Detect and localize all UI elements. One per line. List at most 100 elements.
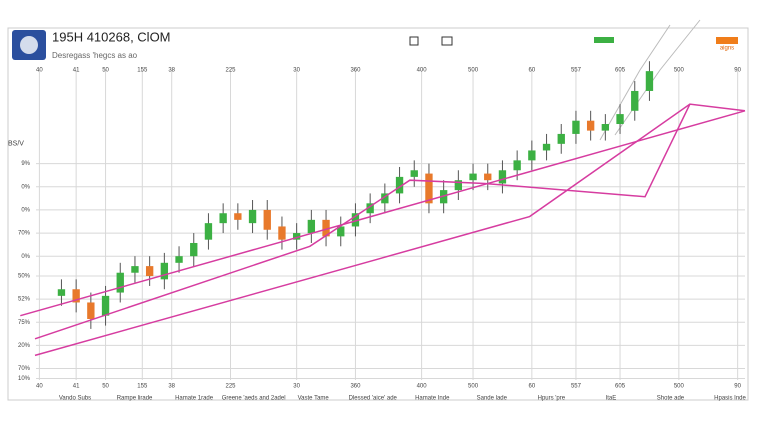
trend-line xyxy=(34,103,691,340)
x-tick-label: 50 xyxy=(102,68,109,74)
candle-body xyxy=(454,180,463,191)
x-tick-label: 40 xyxy=(36,68,43,74)
x-tick-label: 500 xyxy=(468,68,479,74)
candle-body xyxy=(219,213,227,224)
x-tick-label: 155 xyxy=(137,384,148,390)
candle-body xyxy=(116,272,124,293)
x-tick-label: 38 xyxy=(168,384,175,390)
candle-body xyxy=(381,193,389,204)
candle-body xyxy=(586,120,595,131)
category-label: Shote ade xyxy=(657,396,685,402)
y-tick-label: 10% xyxy=(18,376,31,382)
candle-body xyxy=(631,90,639,111)
candle-body xyxy=(87,302,95,319)
category-label: Hpurs 'pre xyxy=(538,396,566,402)
y-tick-label: 0% xyxy=(21,184,30,190)
candle-body xyxy=(175,256,183,263)
x-tick-label: 400 xyxy=(417,68,428,74)
title: 195H 410268, ClOM xyxy=(52,29,171,44)
candle-body xyxy=(542,143,551,151)
category-label: Greene 'aeds and 2adel xyxy=(222,396,286,402)
candle-body xyxy=(234,213,242,220)
candle-body xyxy=(248,209,257,224)
badge-text: aigns xyxy=(720,46,734,52)
candle-body xyxy=(72,289,80,303)
candle-body xyxy=(278,226,286,240)
x-tick-label: 225 xyxy=(225,68,236,74)
y-tick-label: 0% xyxy=(21,208,30,214)
candle-body xyxy=(410,170,418,177)
category-label: Dlessed 'aice' ade xyxy=(349,396,398,402)
candle-body xyxy=(292,233,301,240)
candle-body xyxy=(160,262,169,280)
x-tick-label: 225 xyxy=(225,384,236,390)
subtitle: Desregass 'hegcs as ao xyxy=(52,51,138,60)
logo-mark xyxy=(20,36,38,54)
decor-line xyxy=(599,19,701,141)
candle-body xyxy=(204,223,213,240)
x-tick-label: 500 xyxy=(674,384,685,390)
status-badge xyxy=(594,37,614,43)
x-tick-label: 38 xyxy=(168,68,175,74)
candle-body xyxy=(351,213,360,227)
candle-body xyxy=(425,173,433,204)
candle-body xyxy=(601,124,610,131)
candle-body xyxy=(528,150,536,161)
y-tick-label: 75% xyxy=(18,320,31,326)
x-tick-label: 500 xyxy=(468,384,479,390)
candle-body xyxy=(145,266,154,277)
y-tick-label: 0% xyxy=(21,254,30,260)
badge xyxy=(716,37,738,44)
x-tick-label: 360 xyxy=(350,384,361,390)
y-tick-label: 20% xyxy=(18,343,31,349)
candle-body xyxy=(645,71,654,91)
x-tick-label: 41 xyxy=(73,68,80,74)
x-tick-label: 40 xyxy=(36,384,43,390)
trend-line xyxy=(34,103,746,357)
category-label: Hamate 1rade xyxy=(175,396,214,402)
candle-body xyxy=(513,160,521,171)
category-label: ItaE xyxy=(606,396,617,402)
candle-body xyxy=(469,173,477,181)
candle-body xyxy=(190,242,198,257)
candle-body xyxy=(57,289,66,296)
candle-body xyxy=(395,176,404,194)
x-tick-label: 60 xyxy=(529,68,536,74)
x-tick-label: 30 xyxy=(293,384,300,390)
candle-body xyxy=(366,203,374,214)
y-tick-label: 52% xyxy=(18,297,31,303)
x-tick-label: 90 xyxy=(734,68,741,74)
category-label: Sande lade xyxy=(477,396,508,402)
category-label: Vaste Tame xyxy=(298,396,330,402)
candle-body xyxy=(557,133,565,144)
y-tick-label: 70% xyxy=(18,231,31,237)
x-tick-label: 557 xyxy=(571,384,582,390)
x-tick-label: 60 xyxy=(529,384,536,390)
candle-body xyxy=(322,219,330,237)
candle-body xyxy=(484,173,492,181)
candle-body xyxy=(101,295,110,316)
x-tick-label: 360 xyxy=(350,68,361,74)
x-tick-label: 30 xyxy=(293,68,300,74)
icon-button[interactable] xyxy=(441,36,453,46)
category-label: Vando Subs xyxy=(59,396,91,402)
category-label: Rampe lirade xyxy=(117,396,153,402)
candle-body xyxy=(131,266,139,273)
y-tick-label: 9% xyxy=(21,161,30,167)
y-tick-label: 70% xyxy=(18,366,31,372)
y-axis-label: BS/V xyxy=(8,141,24,148)
x-tick-label: 50 xyxy=(102,384,109,390)
icon-button[interactable] xyxy=(409,36,419,46)
trend-line xyxy=(20,110,746,317)
x-tick-label: 90 xyxy=(734,384,741,390)
candle-body xyxy=(498,170,507,184)
x-tick-label: 400 xyxy=(417,384,428,390)
x-tick-label: 557 xyxy=(571,68,582,74)
candle-body xyxy=(572,120,580,134)
candle-body xyxy=(263,209,271,230)
candle-body xyxy=(337,226,345,237)
x-tick-label: 155 xyxy=(137,68,148,74)
x-tick-label: 500 xyxy=(674,68,685,74)
